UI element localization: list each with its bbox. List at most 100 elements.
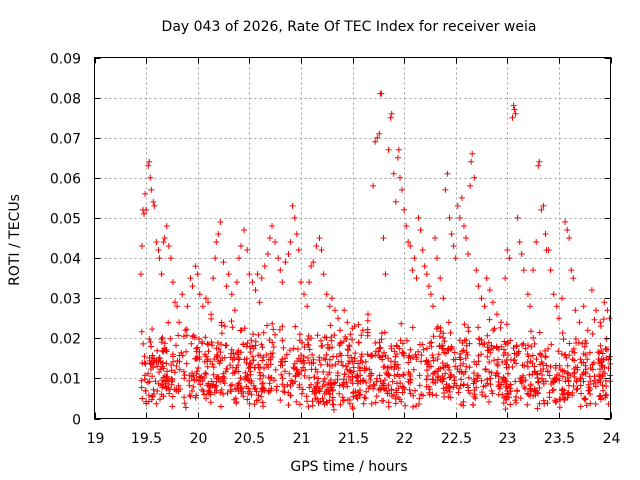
data-point	[486, 287, 493, 294]
data-point	[169, 351, 176, 358]
data-point	[345, 373, 352, 380]
data-point	[597, 323, 604, 330]
data-point	[240, 388, 247, 395]
data-point	[221, 380, 228, 387]
data-point	[167, 255, 174, 262]
data-point	[436, 333, 443, 340]
data-point	[227, 354, 234, 361]
data-point	[333, 353, 340, 360]
data-point	[401, 206, 408, 213]
data-point	[388, 358, 394, 365]
data-point	[447, 329, 454, 336]
data-point	[304, 336, 311, 343]
data-point	[383, 387, 390, 394]
data-point	[211, 356, 218, 363]
data-point	[294, 358, 301, 364]
data-point	[210, 381, 217, 388]
data-point	[502, 359, 509, 365]
data-point	[250, 357, 257, 363]
data-point	[156, 354, 163, 361]
data-point	[589, 366, 596, 373]
data-point	[332, 361, 339, 368]
data-point	[304, 303, 311, 310]
x-tick-label: 23.5	[544, 431, 575, 447]
data-point	[175, 382, 182, 389]
data-point	[335, 315, 342, 322]
data-point	[373, 375, 380, 382]
data-point	[316, 354, 323, 361]
data-point	[313, 243, 320, 249]
data-point	[584, 356, 591, 363]
data-point	[562, 219, 569, 225]
data-point	[343, 379, 350, 386]
data-point	[581, 343, 588, 350]
data-point	[292, 323, 299, 330]
data-point	[329, 344, 336, 351]
data-point	[527, 386, 534, 393]
data-point	[301, 291, 307, 298]
data-point	[180, 368, 187, 375]
data-point	[253, 397, 260, 404]
data-point	[560, 390, 567, 397]
data-point	[463, 336, 470, 343]
data-point	[416, 372, 423, 379]
data-point	[324, 341, 331, 348]
data-point	[587, 378, 594, 385]
data-point	[357, 367, 363, 374]
data-point	[518, 380, 525, 386]
data-point	[140, 340, 147, 347]
data-point	[531, 340, 538, 347]
data-point	[470, 401, 477, 408]
data-point	[218, 322, 225, 329]
data-point	[564, 362, 571, 369]
data-point	[204, 363, 211, 370]
data-point	[507, 337, 514, 344]
data-point	[348, 354, 355, 361]
data-point	[355, 339, 362, 346]
x-tick-label: 24	[603, 431, 621, 447]
data-point	[182, 327, 189, 334]
data-point	[418, 358, 424, 365]
data-point	[193, 376, 200, 383]
data-point	[237, 327, 244, 334]
data-point	[480, 383, 487, 390]
data-point	[400, 352, 407, 359]
data-point	[573, 377, 580, 384]
data-point	[550, 386, 557, 393]
data-point	[427, 291, 434, 298]
data-point	[587, 386, 594, 392]
data-point	[169, 279, 176, 286]
data-point	[176, 366, 183, 373]
data-point	[187, 275, 194, 282]
data-point	[406, 386, 413, 393]
data-point	[545, 247, 552, 253]
data-point	[363, 365, 370, 372]
data-point	[392, 361, 399, 368]
data-point	[274, 383, 280, 390]
data-point	[265, 388, 272, 395]
data-point	[544, 400, 551, 407]
data-point	[371, 382, 378, 389]
data-point	[595, 349, 602, 356]
data-point	[200, 388, 207, 395]
data-point	[259, 380, 266, 387]
data-point	[597, 373, 604, 380]
data-point	[524, 363, 531, 370]
data-point	[592, 383, 599, 390]
data-point	[210, 371, 217, 378]
y-tick-label: 0.04	[50, 252, 81, 268]
data-point	[435, 351, 442, 358]
data-point	[545, 345, 551, 352]
data-point	[547, 267, 554, 274]
data-point	[157, 396, 163, 403]
data-point	[546, 394, 553, 401]
x-axis-tick-labels: 19 19.5 20 20.5 21 21.5 22 22.5 23 23.5 24	[87, 431, 621, 447]
data-point	[365, 311, 371, 318]
data-point	[149, 373, 156, 380]
data-point	[380, 364, 387, 370]
data-point	[233, 364, 240, 371]
data-point	[353, 394, 360, 401]
data-point	[468, 158, 475, 165]
data-point	[448, 345, 455, 352]
data-point	[205, 341, 212, 348]
